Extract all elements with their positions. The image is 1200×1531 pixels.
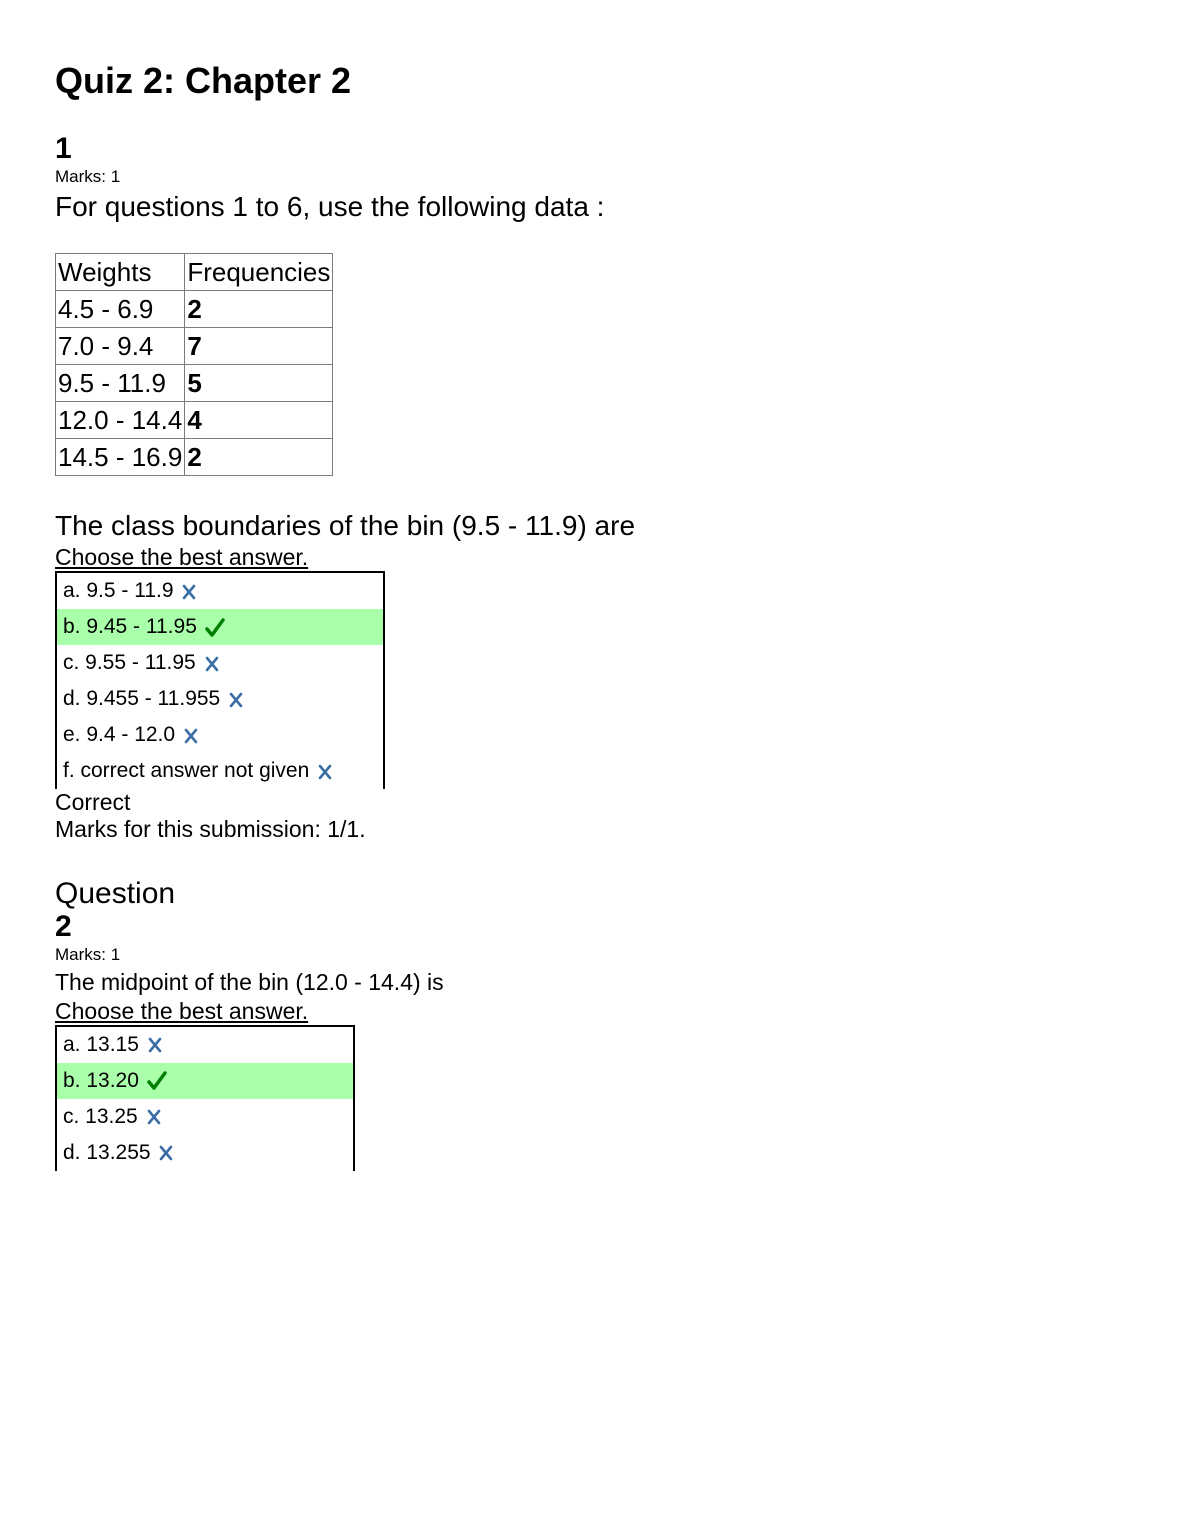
answer-label: d. 9.455 - 11.955 — [56, 681, 384, 717]
answer-option[interactable]: d. 13.255 — [56, 1135, 354, 1171]
q1-answers: a. 9.5 - 11.9 b. 9.45 - 11.95 c. 9.55 - … — [55, 571, 385, 789]
q2-text: The midpoint of the bin (12.0 - 14.4) is — [55, 969, 1145, 995]
cross-icon — [147, 1036, 163, 1054]
q2-answers: a. 13.15 b. 13.20 c. 13.25 d. 13.255 — [55, 1025, 355, 1171]
q1-choose: Choose the best answer. — [55, 544, 1145, 571]
q1-submission: Marks for this submission: 1/1. — [55, 816, 1145, 843]
q2-heading: Question — [55, 877, 1145, 910]
answer-option[interactable]: b. 9.45 - 11.95 — [56, 609, 384, 645]
cell-freq: 4 — [185, 402, 333, 439]
cell-weight: 9.5 - 11.9 — [56, 365, 185, 402]
answer-label: a. 9.5 - 11.9 — [56, 572, 384, 609]
check-icon — [147, 1070, 167, 1092]
answer-option[interactable]: d. 9.455 - 11.955 — [56, 681, 384, 717]
q1-number: 1 — [55, 132, 1145, 165]
q1-intro: For questions 1 to 6, use the following … — [55, 191, 1145, 223]
q1-text: The class boundaries of the bin (9.5 - 1… — [55, 510, 1145, 542]
answer-option[interactable]: b. 13.20 — [56, 1063, 354, 1099]
cell-freq: 7 — [185, 328, 333, 365]
answer-label: a. 13.15 — [56, 1026, 354, 1063]
cross-icon — [228, 691, 244, 709]
data-table: Weights Frequencies 4.5 - 6.9 2 7.0 - 9.… — [55, 253, 333, 476]
answer-option[interactable]: f. correct answer not given — [56, 753, 384, 789]
answer-label: c. 9.55 - 11.95 — [56, 645, 384, 681]
answer-label: f. correct answer not given — [56, 753, 384, 789]
cross-icon — [317, 763, 333, 781]
page-title: Quiz 2: Chapter 2 — [55, 60, 1145, 102]
cross-icon — [183, 727, 199, 745]
cell-weight: 14.5 - 16.9 — [56, 439, 185, 476]
cross-icon — [146, 1108, 162, 1126]
table-row: 4.5 - 6.9 2 — [56, 291, 333, 328]
cell-weight: 12.0 - 14.4 — [56, 402, 185, 439]
table-row: 12.0 - 14.4 4 — [56, 402, 333, 439]
answer-option[interactable]: a. 9.5 - 11.9 — [56, 572, 384, 609]
answer-label: b. 9.45 - 11.95 — [56, 609, 384, 645]
q2-number: 2 — [55, 910, 1145, 943]
answer-option[interactable]: e. 9.4 - 12.0 — [56, 717, 384, 753]
cell-freq: 5 — [185, 365, 333, 402]
cell-weight: 7.0 - 9.4 — [56, 328, 185, 365]
answer-label: c. 13.25 — [56, 1099, 354, 1135]
answer-option[interactable]: c. 13.25 — [56, 1099, 354, 1135]
answer-label: e. 9.4 - 12.0 — [56, 717, 384, 753]
cell-freq: 2 — [185, 439, 333, 476]
cross-icon — [204, 655, 220, 673]
table-row: 9.5 - 11.9 5 — [56, 365, 333, 402]
q2-marks: Marks: 1 — [55, 945, 1145, 965]
answer-label: d. 13.255 — [56, 1135, 354, 1171]
question-2: Question 2 Marks: 1 The midpoint of the … — [55, 877, 1145, 1170]
answer-label: b. 13.20 — [56, 1063, 354, 1099]
cross-icon — [181, 583, 197, 601]
answer-option[interactable]: c. 9.55 - 11.95 — [56, 645, 384, 681]
q1-feedback: Correct — [55, 789, 1145, 816]
cell-freq: 2 — [185, 291, 333, 328]
question-1: 1 Marks: 1 For questions 1 to 6, use the… — [55, 132, 1145, 843]
cell-weight: 4.5 - 6.9 — [56, 291, 185, 328]
q2-choose: Choose the best answer. — [55, 998, 1145, 1025]
cross-icon — [158, 1144, 174, 1162]
col-frequencies: Frequencies — [185, 254, 333, 291]
q1-marks: Marks: 1 — [55, 167, 1145, 187]
table-row: 14.5 - 16.9 2 — [56, 439, 333, 476]
table-row: 7.0 - 9.4 7 — [56, 328, 333, 365]
col-weights: Weights — [56, 254, 185, 291]
check-icon — [205, 617, 225, 639]
answer-option[interactable]: a. 13.15 — [56, 1026, 354, 1063]
